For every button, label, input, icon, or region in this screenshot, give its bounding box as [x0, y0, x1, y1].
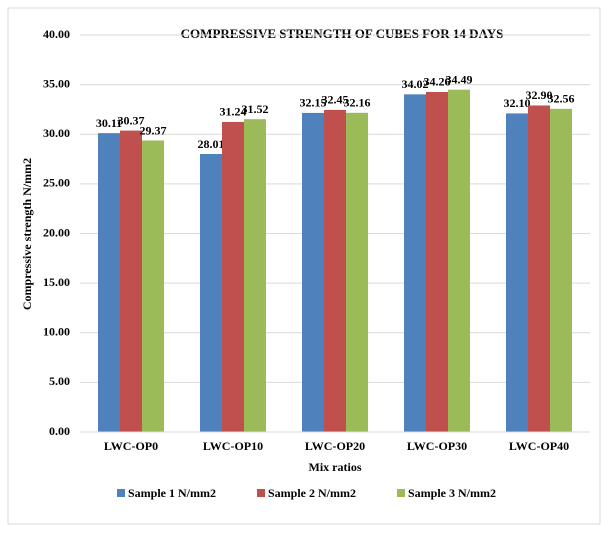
data-label: 28.01 [198, 137, 225, 151]
data-label: 32.16 [344, 96, 371, 110]
x-tick-label: LWC-OP20 [305, 439, 365, 453]
data-label: 34.26 [424, 75, 451, 89]
data-label: 29.37 [140, 123, 167, 137]
data-label: 32.15 [300, 96, 327, 110]
x-tick-label: LWC-OP10 [203, 439, 263, 453]
data-label: 32.90 [526, 88, 553, 102]
bar [324, 109, 346, 432]
data-label: 32.56 [548, 92, 575, 106]
x-axis-title: Mix ratios [309, 460, 362, 474]
bar [448, 89, 470, 432]
y-tick-label: 5.00 [49, 374, 70, 388]
bar [506, 113, 528, 432]
y-tick-label: 25.00 [43, 176, 70, 190]
x-tick-label: LWC-OP30 [407, 439, 467, 453]
legend-label: Sample 1 N/mm2 [128, 486, 216, 500]
legend-swatch [117, 489, 125, 497]
data-label: 34.49 [446, 72, 473, 86]
data-label: 30.37 [118, 113, 145, 127]
y-tick-label: 10.00 [43, 325, 70, 339]
data-label: 34.02 [402, 77, 429, 91]
bar [120, 130, 142, 432]
legend-swatch [397, 489, 405, 497]
bar [302, 112, 324, 432]
bar [346, 112, 368, 432]
y-tick-label: 15.00 [43, 275, 70, 289]
bar [142, 140, 164, 432]
chart-title: COMPRESSIVE STRENGTH OF CUBES FOR 14 DAY… [181, 26, 504, 41]
y-tick-label: 40.00 [43, 27, 70, 41]
legend-swatch [257, 489, 265, 497]
bar [244, 119, 266, 432]
data-label: 32.45 [322, 93, 349, 107]
bar [98, 133, 120, 432]
bar [200, 154, 222, 433]
bar [528, 105, 550, 432]
data-label: 31.24 [220, 105, 247, 119]
legend-label: Sample 2 N/mm2 [268, 486, 356, 500]
bar [222, 121, 244, 433]
data-label: 31.52 [242, 102, 269, 116]
x-tick-label: LWC-OP0 [104, 439, 158, 453]
data-label: 32.10 [504, 96, 531, 110]
y-tick-label: 30.00 [43, 126, 70, 140]
y-tick-label: 0.00 [49, 424, 70, 438]
y-tick-label: 20.00 [43, 225, 70, 239]
x-tick-label: LWC-OP40 [509, 439, 569, 453]
y-axis-title: Compressive strength N/mm2 [20, 158, 34, 310]
bar [426, 91, 448, 433]
bar [550, 108, 572, 432]
y-tick-label: 35.00 [43, 76, 70, 90]
bar [404, 94, 426, 432]
data-label: 30.11 [96, 116, 122, 130]
legend-label: Sample 3 N/mm2 [408, 486, 496, 500]
